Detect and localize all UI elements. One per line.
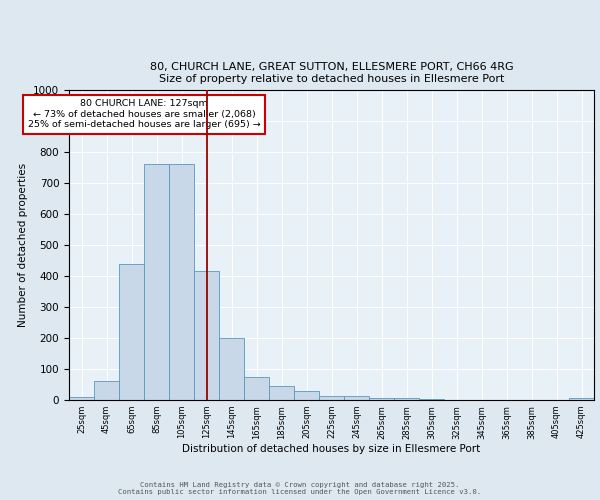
Bar	[94, 381, 119, 400]
X-axis label: Distribution of detached houses by size in Ellesmere Port: Distribution of detached houses by size …	[182, 444, 481, 454]
Bar	[419, 399, 444, 400]
Text: Contains HM Land Registry data © Crown copyright and database right 2025.
Contai: Contains HM Land Registry data © Crown c…	[118, 482, 482, 495]
Bar	[344, 396, 369, 400]
Bar	[319, 396, 344, 400]
Title: 80, CHURCH LANE, GREAT SUTTON, ELLESMERE PORT, CH66 4RG
Size of property relativ: 80, CHURCH LANE, GREAT SUTTON, ELLESMERE…	[149, 62, 514, 84]
Bar	[194, 272, 219, 400]
Bar	[269, 386, 294, 400]
Y-axis label: Number of detached properties: Number of detached properties	[17, 163, 28, 327]
Bar	[569, 398, 594, 400]
Bar	[369, 398, 394, 400]
Bar	[119, 264, 144, 400]
Bar	[169, 164, 194, 400]
Bar	[219, 338, 244, 400]
Bar	[244, 377, 269, 400]
Bar	[394, 398, 419, 400]
Bar	[294, 392, 319, 400]
Bar	[69, 397, 94, 400]
Bar	[144, 164, 169, 400]
Text: 80 CHURCH LANE: 127sqm
← 73% of detached houses are smaller (2,068)
25% of semi-: 80 CHURCH LANE: 127sqm ← 73% of detached…	[28, 100, 260, 129]
